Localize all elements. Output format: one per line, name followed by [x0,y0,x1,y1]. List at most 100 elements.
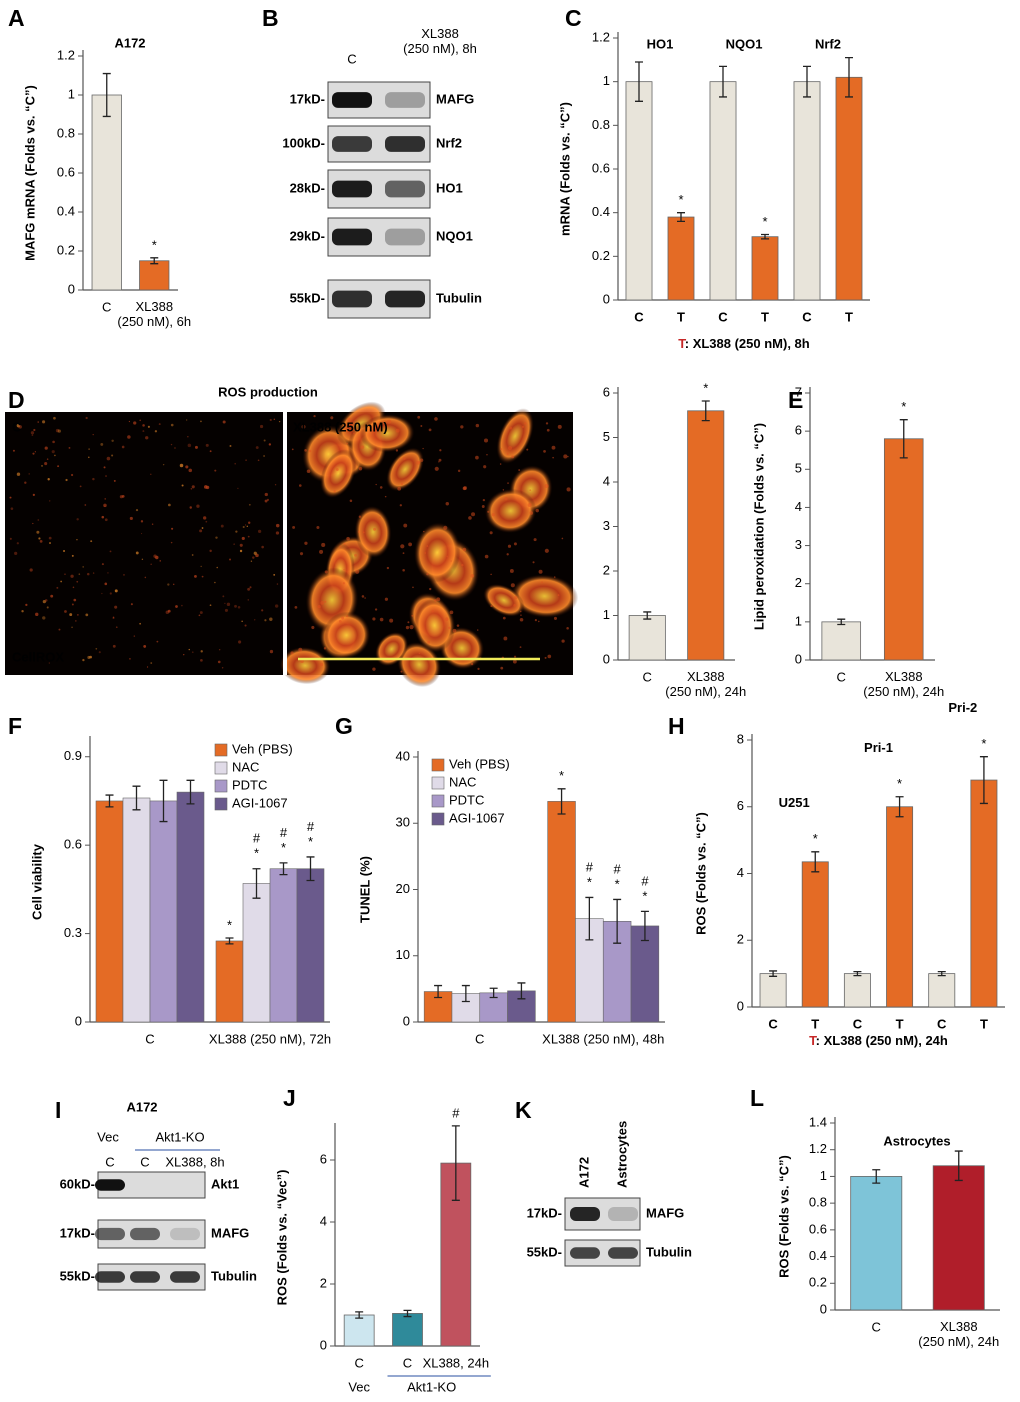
signal-dot [378,448,381,450]
signal-dot [566,626,569,630]
signal-dot [71,554,74,557]
bar [242,883,271,1023]
signal-dot [263,439,266,442]
signal-dot [191,485,195,489]
blot-label: HO1 [436,180,463,195]
signal-dot [418,652,421,655]
text-line: * [615,877,620,892]
signal-dot [82,566,84,568]
signal-dot [224,602,226,605]
x-tick-label: XL388, 24h [423,1355,490,1370]
signal-dot [84,504,87,506]
signal-dot [158,423,161,426]
signal-dot [41,464,43,467]
text-line: XL388 [421,26,459,41]
error-bar [613,898,622,944]
signal-dot [57,465,60,468]
significance-marker: * [152,237,157,252]
signal-dot [60,580,63,583]
blot-marker: 28kD- [290,180,325,195]
signal-dot [500,666,504,670]
error-bar [186,779,195,805]
signal-dot [261,609,264,612]
blot-lane-label: XL388 (250 nM), 8h [403,26,477,56]
signal-dot [250,560,253,562]
signal-dot [529,489,532,491]
error-bar [761,233,769,240]
legend-swatch [214,797,228,811]
text-line: * [308,834,313,849]
signal-dot [412,586,414,589]
signal-dot [111,454,114,457]
signal-dot [72,586,75,589]
bar [751,236,779,301]
signal-dot [398,458,401,460]
signal-dot [242,525,245,529]
bar [95,800,124,1023]
text-line: XL388 [885,669,923,684]
signal-dot [399,504,402,507]
signal-dot [269,649,274,654]
blot-lane-label: A172 [576,1157,591,1188]
signal-dot [346,615,349,618]
signal-dot [229,445,232,447]
signal-dot [10,507,14,510]
signal-dot [172,583,175,586]
signal-dot [482,498,486,502]
signal-dot [106,456,111,461]
signal-dot [333,490,336,493]
signal-dot [190,487,193,490]
signal-dot [304,541,308,545]
signal-dot [563,454,568,459]
error-bar [811,851,820,873]
legend-label: PDTC [232,777,267,792]
error-bar [461,984,470,1003]
signal-dot [546,428,550,432]
signal-dot [73,598,77,602]
y-tick-label: 40 [396,748,410,763]
signal-dot [506,452,509,455]
signal-dot [154,430,158,433]
signal-dot [248,521,251,524]
signal-dot [502,616,506,620]
error-bar [517,982,526,1000]
signal-dot [502,489,505,491]
signal-dot [76,539,78,541]
signal-dot [150,662,153,664]
signal-dot [319,549,324,554]
signal-dot [434,599,437,602]
signal-dot [431,610,434,613]
signal-dot [428,428,432,432]
x-tick-label: T [845,309,853,324]
signal-dot [183,653,185,656]
signal-dot [436,597,441,602]
blot-band [385,136,425,152]
signal-dot [200,650,203,653]
signal-dot [123,573,125,576]
signal-dot [76,518,79,521]
legend-label: Veh (PBS) [449,756,510,771]
error-bar [150,257,159,265]
signal-dot [316,525,320,529]
signal-dot [508,446,513,450]
y-tick-label: 1 [68,86,75,101]
signal-dot [69,613,73,617]
signal-dot [200,659,203,662]
blot-label: MAFG [436,91,474,106]
signal-dot [201,575,204,578]
signal-dot [105,475,107,477]
signal-dot [63,550,66,552]
signal-dot [79,485,82,488]
y-tick-label: 1.2 [809,1141,827,1156]
x-tick-label: T [811,1016,819,1031]
legend-swatch [214,779,228,793]
error-bar [306,856,315,882]
signal-dot [403,457,406,460]
signal-dot [362,531,365,534]
blot-group-label: Akt1-KO [155,1129,204,1144]
error-bar [954,1150,963,1182]
signal-dot [42,420,46,424]
y-tick-label: 0 [737,998,744,1013]
signal-dot [215,536,218,539]
signal-dot [503,636,508,641]
